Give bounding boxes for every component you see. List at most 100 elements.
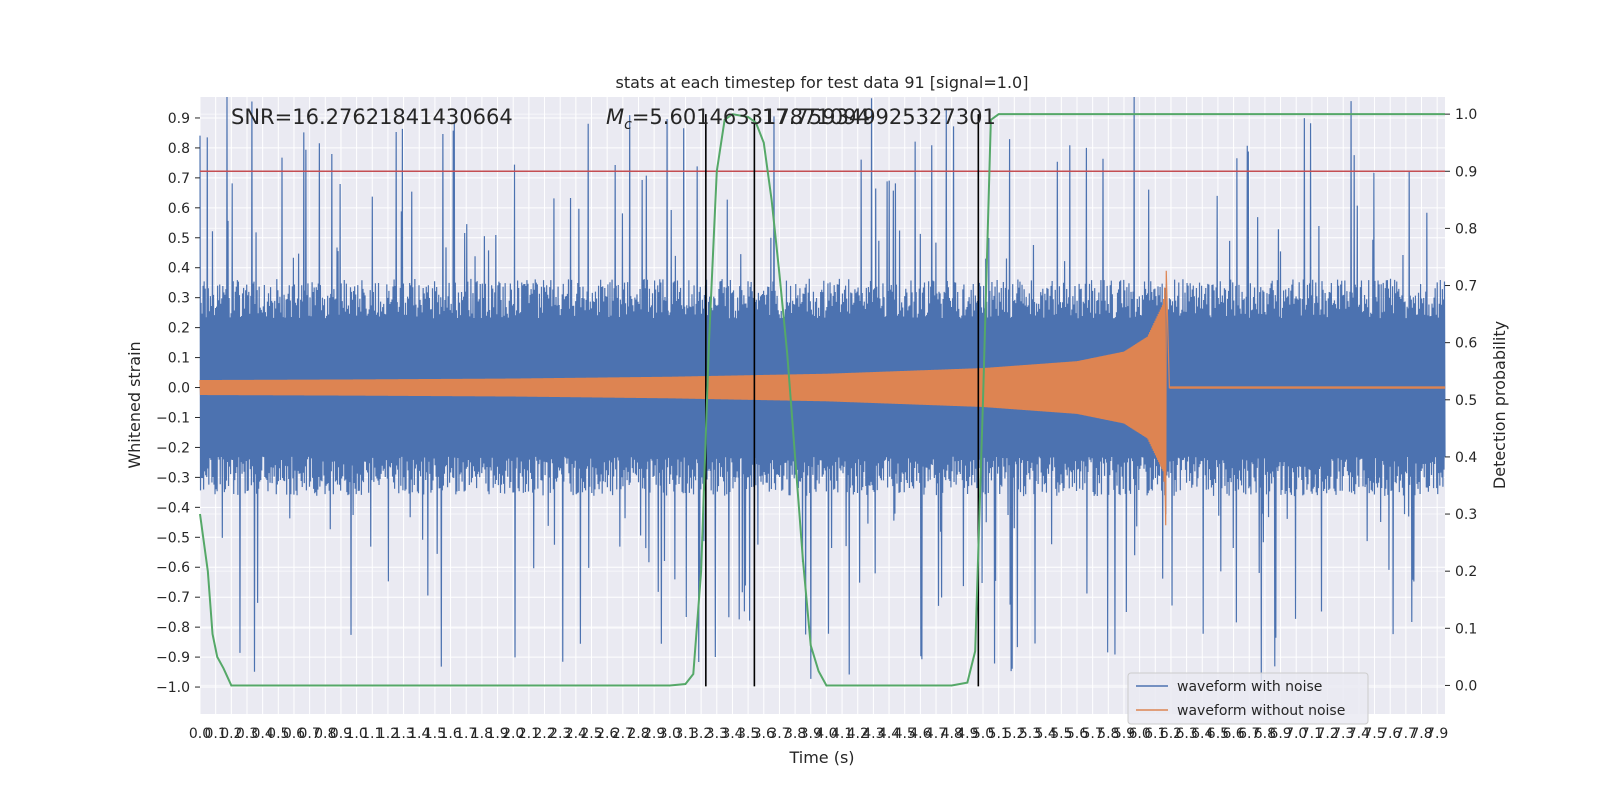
y2-tick-label: 0.7 bbox=[1455, 279, 1477, 295]
x-tick-label: 6.1 bbox=[1144, 726, 1166, 742]
x-tick-label: 1.8 bbox=[471, 726, 493, 742]
x-tick-label: 1.9 bbox=[486, 726, 508, 742]
overlap-annotation: 17.759349925327301 bbox=[762, 105, 996, 129]
y2-tick-label: 0.8 bbox=[1455, 221, 1477, 237]
x-tick-label: 3.3 bbox=[706, 726, 728, 742]
x-tick-label: 7.0 bbox=[1285, 726, 1307, 742]
y-tick-label: −0.5 bbox=[156, 530, 190, 546]
y2-tick-label: 0.3 bbox=[1455, 507, 1477, 523]
x-tick-label: 2.5 bbox=[580, 726, 602, 742]
x-tick-label: 5.0 bbox=[972, 726, 994, 742]
y-tick-label: −0.7 bbox=[156, 590, 190, 606]
chart-title: stats at each timestep for test data 91 … bbox=[616, 73, 1029, 92]
x-tick-label: 7.7 bbox=[1395, 726, 1417, 742]
y2-tick-label: 0.4 bbox=[1455, 450, 1477, 466]
x-tick-label: 6.3 bbox=[1175, 726, 1197, 742]
x-tick-label: 7.4 bbox=[1348, 726, 1370, 742]
x-tick-label: 2.7 bbox=[612, 726, 634, 742]
y-tick-label: −0.3 bbox=[156, 470, 190, 486]
x-tick-label: 3.2 bbox=[690, 726, 712, 742]
x-tick-label: 2.8 bbox=[627, 726, 649, 742]
x-axis-label: Time (s) bbox=[788, 748, 854, 767]
x-tick-label: 5.6 bbox=[1066, 726, 1088, 742]
probability-curve bbox=[199, 113, 1445, 687]
signal-waveform-line bbox=[199, 270, 1445, 526]
x-tick-label: 4.3 bbox=[862, 726, 884, 742]
y-tick-label: −0.8 bbox=[156, 620, 190, 636]
y2-tick-label: 0.6 bbox=[1455, 336, 1477, 352]
snr-annotation: SNR=16.27621841430664 bbox=[231, 105, 513, 129]
x-tick-label: 0.6 bbox=[283, 726, 305, 742]
x-tick-label: 7.2 bbox=[1316, 726, 1338, 742]
x-tick-label: 2.0 bbox=[502, 726, 524, 742]
legend-label-noise: waveform with noise bbox=[1177, 679, 1322, 695]
legend-box bbox=[1127, 672, 1369, 725]
y-tick-label: 0.5 bbox=[168, 231, 190, 247]
x-tick-label: 3.9 bbox=[800, 726, 822, 742]
y-tick-label: −0.6 bbox=[156, 560, 190, 576]
x-tick-label: 1.5 bbox=[424, 726, 446, 742]
x-tick-label: 7.5 bbox=[1363, 726, 1385, 742]
y-tick-label: −0.9 bbox=[156, 650, 190, 666]
x-tick-label: 0.5 bbox=[267, 726, 289, 742]
x-tick-label: 4.6 bbox=[909, 726, 931, 742]
y-tick-label: 0.9 bbox=[168, 111, 190, 127]
x-tick-label: 6.9 bbox=[1269, 726, 1291, 742]
x-tick-label: 7.6 bbox=[1379, 726, 1401, 742]
legend-label-signal: waveform without noise bbox=[1177, 703, 1345, 719]
x-tick-label: 6.7 bbox=[1238, 726, 1260, 742]
x-tick-label: 2.1 bbox=[518, 726, 540, 742]
x-tick-label: 4.0 bbox=[815, 726, 837, 742]
legend: waveform with noise waveform without noi… bbox=[1127, 672, 1369, 725]
x-tick-label: 0.2 bbox=[220, 726, 242, 742]
x-tick-label: 6.2 bbox=[1160, 726, 1182, 742]
y2-tick-label: 0.1 bbox=[1455, 621, 1477, 637]
y2-tick-label: 0.2 bbox=[1455, 564, 1477, 580]
x-tick-label: 7.9 bbox=[1426, 726, 1448, 742]
y-tick-label: 0.3 bbox=[168, 291, 190, 307]
x-tick-label: 6.5 bbox=[1207, 726, 1229, 742]
x-tick-label: 1.4 bbox=[408, 726, 430, 742]
x-tick-label: 1.0 bbox=[345, 726, 367, 742]
y-tick-label: −0.2 bbox=[156, 440, 190, 456]
x-tick-label: 2.6 bbox=[596, 726, 618, 742]
y-tick-label: 0.4 bbox=[168, 261, 190, 277]
x-tick-label: 5.8 bbox=[1097, 726, 1119, 742]
x-tick-label: 4.5 bbox=[894, 726, 916, 742]
x-tick-labels: 0.00.10.20.30.40.50.60.70.80.91.01.11.21… bbox=[189, 726, 1448, 742]
x-tick-label: 0.0 bbox=[189, 726, 211, 742]
x-tick-label: 5.9 bbox=[1113, 726, 1135, 742]
y-tick-label: 0.0 bbox=[168, 381, 190, 397]
y-tick-label: 0.1 bbox=[168, 351, 190, 367]
overlay-layer bbox=[199, 113, 1445, 687]
y2-tick-label: 0.0 bbox=[1455, 678, 1477, 694]
x-tick-label: 1.7 bbox=[455, 726, 477, 742]
y-axis-label: Whitened strain bbox=[125, 341, 144, 468]
y-tick-label: −0.1 bbox=[156, 410, 190, 426]
signal-waveform-layer bbox=[199, 270, 1445, 526]
x-tick-label: 0.8 bbox=[314, 726, 336, 742]
x-tick-label: 1.2 bbox=[377, 726, 399, 742]
chirp-mass-symbol: M bbox=[606, 105, 624, 129]
x-tick-label: 6.8 bbox=[1254, 726, 1276, 742]
x-tick-label: 5.4 bbox=[1035, 726, 1057, 742]
x-tick-label: 7.1 bbox=[1301, 726, 1323, 742]
x-tick-label: 5.5 bbox=[1050, 726, 1072, 742]
y-tick-label: −1.0 bbox=[156, 680, 190, 696]
x-tick-label: 5.2 bbox=[1003, 726, 1025, 742]
y2-axis-label: Detection probability bbox=[1490, 321, 1509, 489]
x-tick-label: 0.4 bbox=[252, 726, 274, 742]
x-tick-label: 5.3 bbox=[1019, 726, 1041, 742]
x-tick-label: 4.2 bbox=[847, 726, 869, 742]
chirp-mass-value: =5.601463317871094 bbox=[632, 105, 870, 129]
x-tick-label: 0.9 bbox=[330, 726, 352, 742]
y2-tick-labels: 0.0 0.1 0.2 0.3 0.4 0.5 0.6 0.7 0.8 0.9 1.0 bbox=[1445, 107, 1477, 694]
x-tick-label: 6.6 bbox=[1222, 726, 1244, 742]
x-tick-label: 4.7 bbox=[925, 726, 947, 742]
x-tick-label: 2.2 bbox=[533, 726, 555, 742]
chirp-mass-annotation: Mc=5.601463317871094 bbox=[606, 105, 870, 133]
x-tick-label: 1.1 bbox=[361, 726, 383, 742]
x-tick-label: 2.3 bbox=[549, 726, 571, 742]
x-tick-label: 4.9 bbox=[956, 726, 978, 742]
